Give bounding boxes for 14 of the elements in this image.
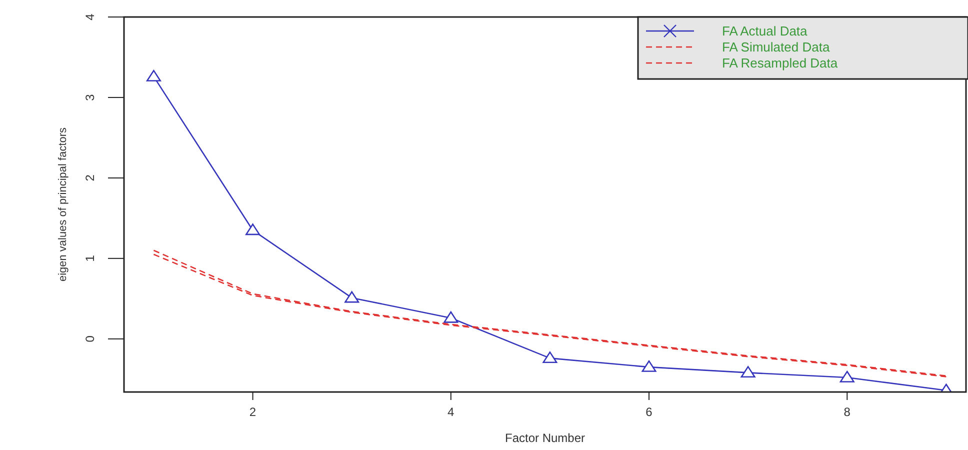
x-tick-label: 8 xyxy=(844,405,851,419)
legend-label: FA Actual Data xyxy=(722,24,808,38)
legend-label: FA Resampled Data xyxy=(722,56,838,70)
y-tick-label: 1 xyxy=(83,254,97,262)
y-tick-label: 4 xyxy=(83,13,97,20)
legend-label: FA Simulated Data xyxy=(722,40,830,54)
x-tick-label: 2 xyxy=(249,405,256,419)
x-tick-label: 4 xyxy=(448,405,455,419)
y-tick-label: 3 xyxy=(83,94,97,101)
y-tick-label: 2 xyxy=(83,174,97,182)
y-axis-title: eigen values of principal factors xyxy=(57,126,69,282)
y-tick-label: 0 xyxy=(83,335,97,342)
x-tick-label: 6 xyxy=(646,405,653,419)
x-axis-title: Factor Number xyxy=(504,431,586,445)
